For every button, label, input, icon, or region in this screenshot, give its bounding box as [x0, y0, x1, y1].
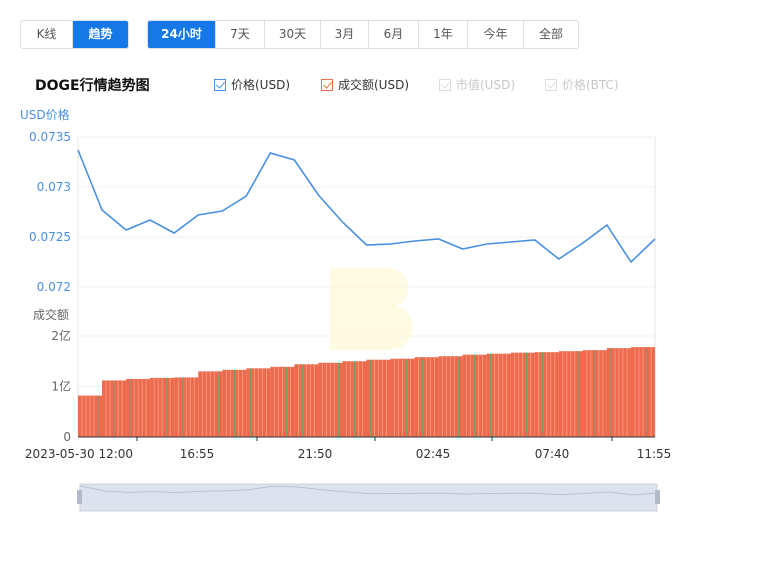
x-tick-label: 02:45: [416, 447, 451, 461]
watermark-logo-icon: [330, 268, 412, 350]
x-tick-label: 11:55: [637, 447, 672, 461]
price-tick-label: 0.072: [37, 280, 71, 294]
legend-market-cap-usd[interactable]: 市值(USD): [439, 76, 515, 93]
checkbox-icon[interactable]: [214, 78, 226, 91]
range-button-0[interactable]: 24小时: [148, 21, 216, 48]
price-axis-title: USD价格: [20, 107, 70, 122]
legend-volume-usd[interactable]: 成交额(USD): [321, 76, 409, 93]
volume-tick-label: 0: [63, 430, 71, 444]
x-tick-label: 2023-05-30 12:00: [25, 447, 133, 461]
range-button-5[interactable]: 1年: [419, 21, 468, 48]
legend-price-usd[interactable]: 价格(USD): [214, 76, 290, 93]
legend-label: 成交额(USD): [338, 78, 410, 92]
x-tick-label: 21:50: [298, 447, 333, 461]
chart-title: DOGE行情趋势图: [35, 78, 150, 94]
view-mode-toggle: K线 趋势: [20, 20, 129, 49]
range-slider-handle-left: [77, 490, 82, 504]
x-tick-label: 07:40: [535, 447, 570, 461]
range-button-7[interactable]: 全部: [538, 27, 563, 41]
range-button-1[interactable]: 7天: [216, 21, 265, 48]
price-series-line: [77, 149, 656, 264]
range-slider-track: [79, 483, 658, 512]
volume-axis-title: 成交额: [33, 307, 69, 322]
price-tick-label: 0.073: [37, 180, 71, 194]
price-tick-label: 0.0735: [29, 130, 71, 144]
legend-price-btc[interactable]: 价格(BTC): [545, 76, 619, 93]
mode-button-0[interactable]: K线: [21, 21, 73, 48]
volume-tick-label: 2亿: [51, 328, 71, 343]
range-button-3[interactable]: 3月: [321, 21, 369, 48]
legend-label: 价格(BTC): [562, 78, 619, 92]
range-button-2[interactable]: 30天: [265, 21, 321, 48]
range-button-4[interactable]: 6月: [369, 21, 419, 48]
x-tick-label: 16:55: [180, 447, 215, 461]
price-tick-label: 0.0725: [29, 230, 71, 244]
checkbox-icon[interactable]: [439, 78, 451, 91]
time-range-selector: 24小时 7天 30天 3月 6月 1年 今年 全部: [147, 20, 579, 49]
range-button-6[interactable]: 今年: [468, 21, 524, 48]
mode-button-1[interactable]: 趋势: [73, 21, 128, 48]
range-slider-handle-right: [655, 490, 660, 504]
range-slider-preview: [79, 485, 658, 496]
checkbox-icon[interactable]: [545, 78, 557, 91]
checkbox-icon[interactable]: [321, 78, 333, 91]
volume-tick-label: 1亿: [51, 379, 71, 394]
legend-label: 市值(USD): [456, 78, 516, 92]
legend-label: 价格(USD): [231, 78, 291, 92]
